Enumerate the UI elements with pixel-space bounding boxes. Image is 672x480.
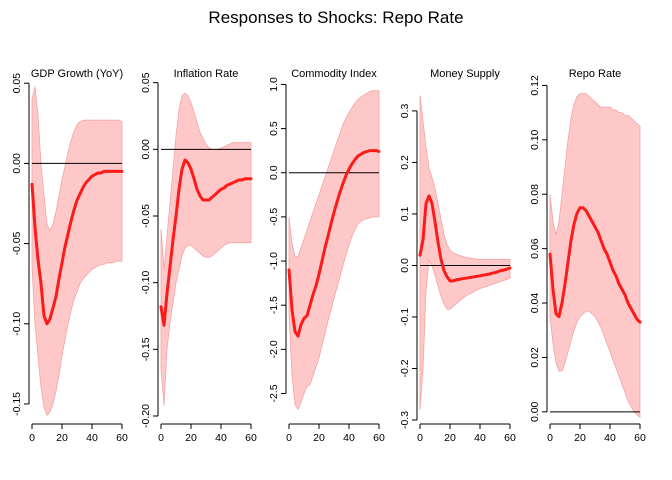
- x-tick-label: 40: [215, 432, 227, 444]
- x-tick-label: 0: [29, 432, 35, 444]
- x-tick-label: 0: [417, 432, 423, 444]
- confidence-band: [419, 95, 511, 410]
- confidence-band: [549, 93, 641, 419]
- y-tick-label: 0.06: [529, 238, 541, 259]
- y-tick-label: -0.15: [11, 392, 23, 416]
- x-tick-label: 20: [313, 432, 325, 444]
- y-tick-label: 0.0: [399, 258, 411, 273]
- y-tick-label: 0.08: [529, 184, 541, 205]
- y-tick-label: -2.0: [268, 340, 280, 358]
- x-tick-label: 20: [444, 432, 456, 444]
- y-tick-label: -0.05: [11, 231, 23, 255]
- x-tick-label: 40: [343, 432, 355, 444]
- y-tick-label: -0.1: [399, 308, 411, 326]
- y-tick-label: 0.5: [268, 121, 280, 136]
- panels: GDP Growth (YoY)-0.15-0.10-0.050.000.050…: [11, 68, 646, 444]
- x-tick-label: 40: [474, 432, 486, 444]
- y-tick-label: 0.2: [399, 155, 411, 170]
- confidence-band: [160, 92, 252, 406]
- y-tick-label: -0.20: [140, 404, 152, 428]
- irf-line: [548, 206, 642, 324]
- x-tick-label: 60: [504, 432, 516, 444]
- y-tick-label: 0.10: [529, 129, 541, 150]
- y-tick-label: 0.1: [399, 206, 411, 221]
- y-tick-label: -0.3: [399, 411, 411, 429]
- y-tick-label: 0.05: [140, 72, 152, 93]
- x-tick-label: 60: [634, 432, 646, 444]
- panel-4: Money Supply -0.3 -0.2 -0.1 0.0 0.1 0.2 0.3 0 20 4…: [399, 68, 516, 444]
- x-tick-label: 20: [574, 432, 586, 444]
- x-tick-label: 60: [373, 432, 385, 444]
- panel-2: Inflation Rate -0.20 -0.15 -0.10 -0.05 0.00 0.…: [140, 68, 257, 444]
- y-tick-label: 0.00: [11, 153, 23, 174]
- panel-title: Commodity Index: [291, 68, 377, 80]
- x-tick-label: 20: [56, 432, 68, 444]
- y-tick-label: -0.2: [399, 359, 411, 377]
- y-tick-label: 0.05: [11, 73, 23, 94]
- panel-title: Money Supply: [430, 68, 500, 80]
- y-tick-label: -2.5: [268, 384, 280, 402]
- y-tick-label: 0.02: [529, 347, 541, 368]
- figure-title: Responses to Shocks: Repo Rate: [208, 8, 463, 27]
- y-tick-label: -0.10: [140, 271, 152, 295]
- y-tick-label: 0.12: [529, 75, 541, 96]
- x-tick-label: 0: [547, 432, 553, 444]
- y-tick-label: 1.0: [268, 77, 280, 92]
- y-tick-label: -0.15: [140, 337, 152, 361]
- y-tick-label: 0.00: [140, 139, 152, 160]
- y-tick-label: -0.10: [11, 312, 23, 336]
- y-tick-label: -0.05: [140, 204, 152, 228]
- panel-5: Repo Rate 0.00 0.02 0.04 0.06 0.08 0.10 0.12 0 20…: [529, 68, 646, 444]
- irf-line: [30, 169, 124, 326]
- y-tick-label: 0.3: [399, 103, 411, 118]
- x-tick-label: 20: [185, 432, 197, 444]
- confidence-band: [288, 90, 380, 411]
- y-tick-label: -0.5: [268, 208, 280, 226]
- x-tick-label: 0: [158, 432, 164, 444]
- y-tick-label: -1.0: [268, 252, 280, 270]
- confidence-band: [31, 86, 123, 416]
- y-tick-label: 0.04: [529, 293, 541, 314]
- panel-1: GDP Growth (YoY) -0.15 -0.10 -0.05 0.00 0.05 0…: [11, 68, 128, 444]
- x-tick-label: 60: [245, 432, 257, 444]
- panel-3: Commodity Index -2.5 -2.0 -1.5 -1.0 -0.5 0.0 0.…: [268, 68, 385, 444]
- irf-line: [418, 194, 512, 283]
- x-tick-label: 60: [116, 432, 128, 444]
- y-tick-label: 0.0: [268, 165, 280, 180]
- panel-title: Inflation Rate: [174, 68, 239, 80]
- x-tick-label: 0: [286, 432, 292, 444]
- x-tick-label: 40: [86, 432, 98, 444]
- panel-title: GDP Growth (YoY): [31, 68, 123, 80]
- x-tick-label: 40: [604, 432, 616, 444]
- y-tick-label: -1.5: [268, 296, 280, 314]
- panel-title: Repo Rate: [569, 68, 622, 80]
- irf-line: [159, 158, 253, 327]
- y-tick-label: 0.00: [529, 401, 541, 422]
- irf-line: [287, 149, 381, 338]
